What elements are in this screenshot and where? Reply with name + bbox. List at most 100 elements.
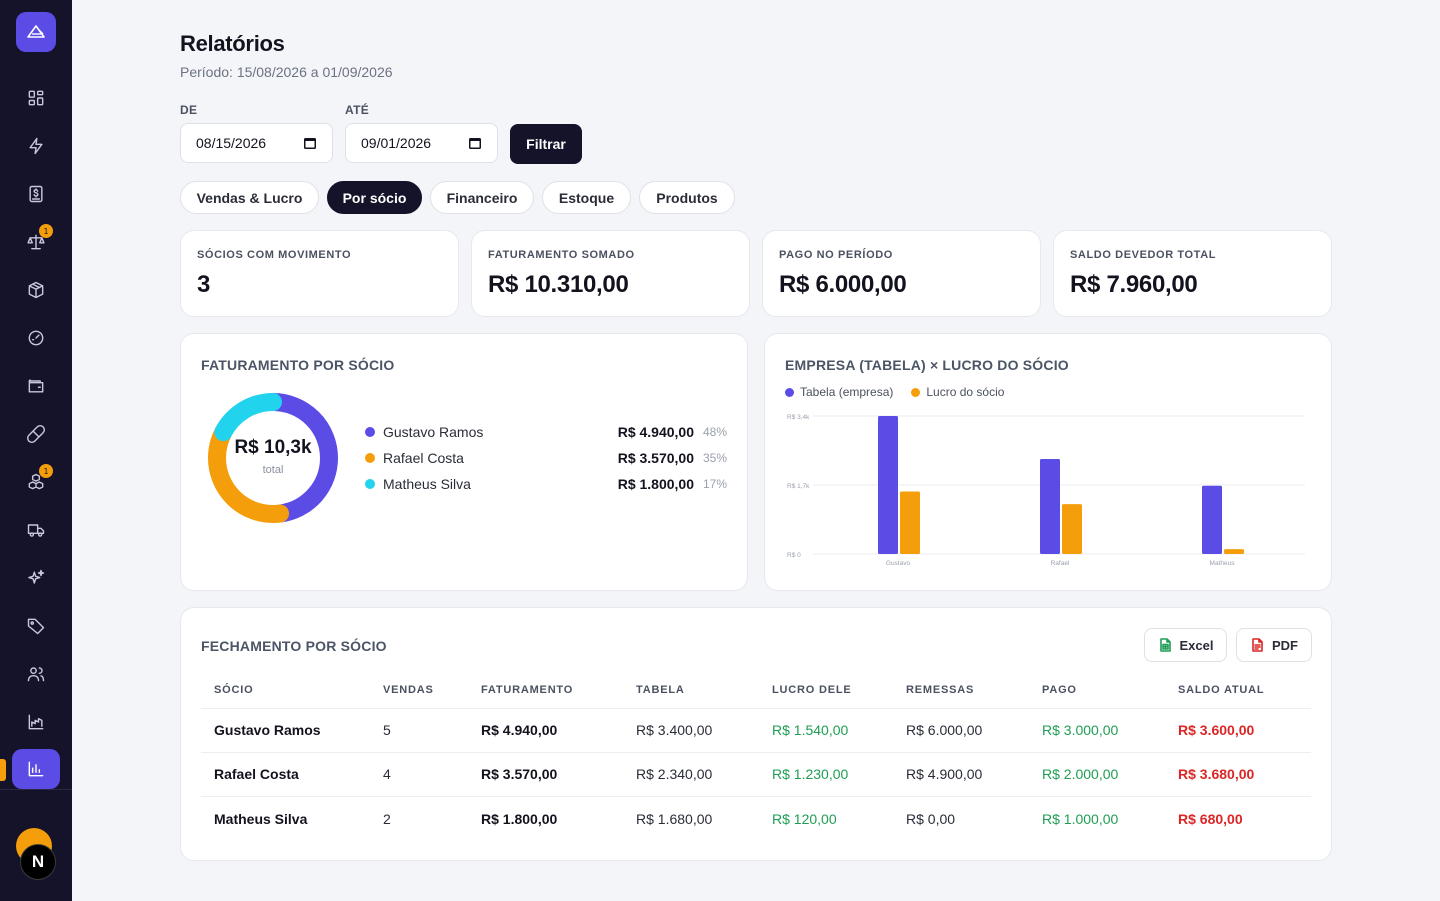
tab-by-partner[interactable]: Por sócio <box>327 181 422 214</box>
kpi-label: FATURAMENTO SOMADO <box>488 249 635 261</box>
page-title: Relatórios <box>180 31 285 56</box>
legend-swatch <box>365 453 375 463</box>
kpi-value: 3 <box>197 271 211 298</box>
sidebar-item-quick[interactable] <box>12 126 60 166</box>
sidebar-item-sales[interactable] <box>12 174 60 214</box>
x-tick-label: Rafael <box>1051 560 1070 567</box>
sidebar-item-reports[interactable] <box>12 749 60 789</box>
truck-icon <box>27 524 45 537</box>
factory-chart-icon <box>28 714 44 730</box>
closing-by-partner-card: FECHAMENTO POR SÓCIO Excel PDF SÓCIO VEN… <box>180 607 1332 861</box>
scale-icon <box>27 234 45 250</box>
kpi-label: SALDO DEVEDOR TOTAL <box>1070 249 1217 261</box>
kpi-value: R$ 7.960,00 <box>1070 271 1198 298</box>
row-divider <box>201 796 1311 797</box>
legend-name: Matheus Silva <box>383 476 471 492</box>
to-label: ATÉ <box>345 103 370 117</box>
sidebar-item-delivery[interactable] <box>12 510 60 550</box>
app-logo[interactable] <box>16 12 56 52</box>
revenue-by-partner-card: FATURAMENTO POR SÓCIO R$ 10,3k total Gus… <box>180 333 748 591</box>
y-tick-label: R$ 3,4k <box>787 414 810 421</box>
x-tick-label: Gustavo <box>886 560 911 567</box>
notification-badge: 1 <box>39 464 53 478</box>
cell-revenue: R$ 1.800,00 <box>481 811 558 827</box>
cell-revenue: R$ 3.570,00 <box>481 766 558 782</box>
sidebar-item-users[interactable] <box>12 654 60 694</box>
legend-item: Matheus Silva R$ 1.800,00 17% <box>365 474 727 494</box>
gauge-icon <box>28 330 44 346</box>
legend-item: Gustavo Ramos R$ 4.940,00 48% <box>365 422 727 442</box>
kpi-label: SÓCIOS COM MOVIMENTO <box>197 249 352 261</box>
tab-stock[interactable]: Estoque <box>542 181 631 214</box>
sidebar-item-products[interactable] <box>12 270 60 310</box>
sparkles-icon <box>28 569 45 584</box>
tab-financial[interactable]: Financeiro <box>430 181 534 214</box>
from-date-input[interactable]: 08/15/2026 <box>180 123 333 163</box>
cell-profit: R$ 120,00 <box>772 811 837 827</box>
cell-table: R$ 2.340,00 <box>636 766 713 782</box>
column-header: LUCRO DELE <box>772 684 852 696</box>
card-title: FECHAMENTO POR SÓCIO <box>201 638 387 654</box>
sidebar-item-performance[interactable] <box>12 318 60 358</box>
export-pdf-button[interactable]: PDF <box>1236 628 1312 662</box>
legend-label: Tabela (empresa) <box>800 385 894 399</box>
active-indicator <box>0 759 6 781</box>
tab-sales-profit[interactable]: Vendas & Lucro <box>180 181 319 214</box>
legend-swatch <box>785 387 794 397</box>
box-icon <box>28 281 44 299</box>
column-header: PAGO <box>1042 684 1077 696</box>
cell-shipments: R$ 4.900,00 <box>906 766 983 782</box>
sidebar-item-production[interactable] <box>12 702 60 742</box>
sidebar-item-tags[interactable] <box>12 606 60 646</box>
y-tick-label: R$ 1,7k <box>787 483 810 490</box>
next-badge[interactable]: N <box>20 844 56 880</box>
calendar-icon[interactable] <box>468 136 482 150</box>
kpi-value: R$ 10.310,00 <box>488 271 629 298</box>
row-divider <box>201 752 1311 753</box>
tab-products[interactable]: Produtos <box>639 181 735 214</box>
cell-profit: R$ 1.540,00 <box>772 722 849 738</box>
sidebar-item-dashboard[interactable] <box>12 78 60 118</box>
company-vs-profit-card: EMPRESA (TABELA) × LUCRO DO SÓCIO Tabela… <box>764 333 1332 591</box>
export-excel-button[interactable]: Excel <box>1144 628 1227 662</box>
cell-sales: 2 <box>383 811 391 827</box>
legend-value: R$ 3.570,00 <box>617 450 694 466</box>
calendar-icon[interactable] <box>303 136 317 150</box>
filter-button[interactable]: Filtrar <box>510 124 582 164</box>
sidebar-item-wallet[interactable] <box>12 366 60 406</box>
sidebar-item-ai[interactable] <box>12 558 60 598</box>
kpi-label: PAGO NO PERÍODO <box>779 249 893 261</box>
bar-matheus-profit <box>1224 549 1244 554</box>
sidebar-item-balance[interactable]: 1 <box>12 222 60 262</box>
legend-percent: 48% <box>702 425 727 439</box>
sidebar-divider <box>0 789 72 790</box>
column-header: SÓCIO <box>214 684 254 696</box>
notification-badge: 1 <box>39 224 53 238</box>
users-icon <box>27 667 45 682</box>
sidebar-item-pharma[interactable] <box>12 414 60 454</box>
wallet-icon <box>28 379 44 393</box>
legend-percent: 35% <box>702 451 727 465</box>
sidebar-item-inventory[interactable]: 1 <box>12 462 60 502</box>
x-tick-label: Matheus <box>1210 560 1236 567</box>
column-header: VENDAS <box>383 684 434 696</box>
bar-rafael-profit <box>1062 504 1082 554</box>
export-pdf-label: PDF <box>1272 637 1298 653</box>
legend-item: Tabela (empresa) <box>785 385 893 399</box>
from-label: DE <box>180 103 198 117</box>
from-date-value: 08/15/2026 <box>196 135 267 151</box>
kpi-card-partners: SÓCIOS COM MOVIMENTO 3 <box>180 230 459 317</box>
legend-item: Rafael Costa R$ 3.570,00 35% <box>365 448 727 468</box>
y-tick-label: R$ 0 <box>787 552 801 559</box>
kpi-value: R$ 6.000,00 <box>779 271 907 298</box>
excel-file-icon <box>1159 638 1171 652</box>
chart-legend: Tabela (empresa) Lucro do sócio <box>785 385 1022 399</box>
bar-matheus-table <box>1202 485 1222 554</box>
donut-total-label: total <box>262 464 284 476</box>
bolt-icon <box>29 137 43 155</box>
dollar-doc-icon <box>29 185 43 203</box>
to-date-input[interactable]: 09/01/2026 <box>345 123 498 163</box>
cell-partner: Gustavo Ramos <box>214 722 321 738</box>
donut-slice-matheus-silva <box>208 393 338 523</box>
column-header: REMESSAS <box>906 684 975 696</box>
